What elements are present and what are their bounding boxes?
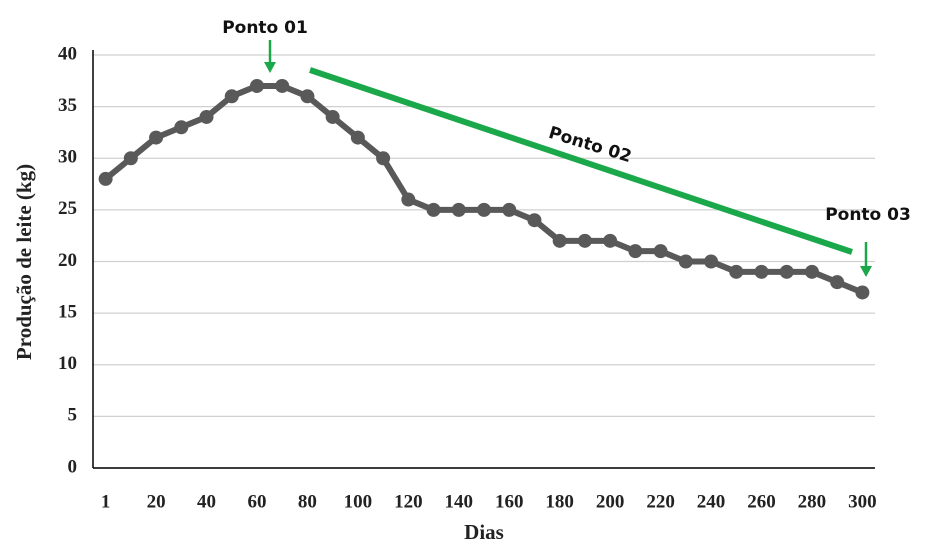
point	[199, 109, 214, 124]
y-tick-label: 35	[58, 95, 77, 116]
annotation: Ponto 03	[825, 205, 911, 225]
point	[426, 202, 441, 217]
point	[502, 202, 517, 217]
arrows	[264, 40, 872, 277]
y-axis-title: Produção de leite (kg)	[12, 164, 36, 360]
y-tick-label: 15	[58, 301, 77, 322]
y-tick-label: 30	[58, 147, 77, 168]
point	[98, 171, 113, 186]
point	[628, 244, 643, 259]
y-tick-label: 40	[58, 43, 77, 64]
y-tick-label: 5	[68, 405, 78, 426]
x-tick-label: 20	[147, 491, 166, 512]
x-tick-label: 240	[697, 491, 726, 512]
x-tick-label: 40	[197, 491, 216, 512]
point	[350, 130, 365, 145]
point	[552, 233, 567, 248]
point	[224, 89, 239, 104]
x-tick-label: 140	[445, 491, 474, 512]
point	[149, 130, 164, 145]
y-tick-label: 0	[68, 456, 78, 477]
point	[577, 233, 592, 248]
point	[249, 78, 264, 93]
point	[729, 264, 744, 279]
point	[704, 254, 719, 269]
x-tick-label: 60	[247, 491, 266, 512]
point	[451, 202, 466, 217]
point	[754, 264, 769, 279]
point	[804, 264, 819, 279]
x-tick-label: 200	[596, 491, 625, 512]
x-tick-label: 220	[646, 491, 675, 512]
point	[376, 151, 391, 166]
y-tick-label: 10	[58, 353, 77, 374]
x-tick-label: 100	[344, 491, 373, 512]
point	[325, 109, 340, 124]
x-tick-label: 120	[394, 491, 423, 512]
y-tick-label: 25	[58, 198, 77, 219]
point	[300, 89, 315, 104]
point	[401, 192, 416, 207]
point	[653, 244, 668, 259]
point	[855, 285, 870, 300]
point	[779, 264, 794, 279]
trend-line	[309, 67, 853, 255]
point	[527, 213, 542, 228]
point	[477, 202, 491, 217]
x-tick-label: 300	[848, 491, 877, 512]
point	[275, 78, 290, 93]
point	[830, 275, 845, 290]
x-axis-title: Dias	[464, 520, 504, 544]
point	[123, 151, 138, 166]
x-tick-label: 180	[545, 491, 574, 512]
x-tick-label: 260	[747, 491, 776, 512]
y-tick-label: 20	[58, 250, 77, 271]
point	[678, 254, 693, 269]
annotation: Ponto 01	[222, 18, 308, 38]
annotation: Ponto 02	[546, 123, 634, 167]
point	[174, 120, 189, 135]
x-tick-label: 1	[101, 491, 111, 512]
point	[603, 233, 618, 248]
x-tick-label: 80	[298, 491, 317, 512]
x-tick-label: 160	[495, 491, 524, 512]
x-tick-label: 280	[798, 491, 827, 512]
